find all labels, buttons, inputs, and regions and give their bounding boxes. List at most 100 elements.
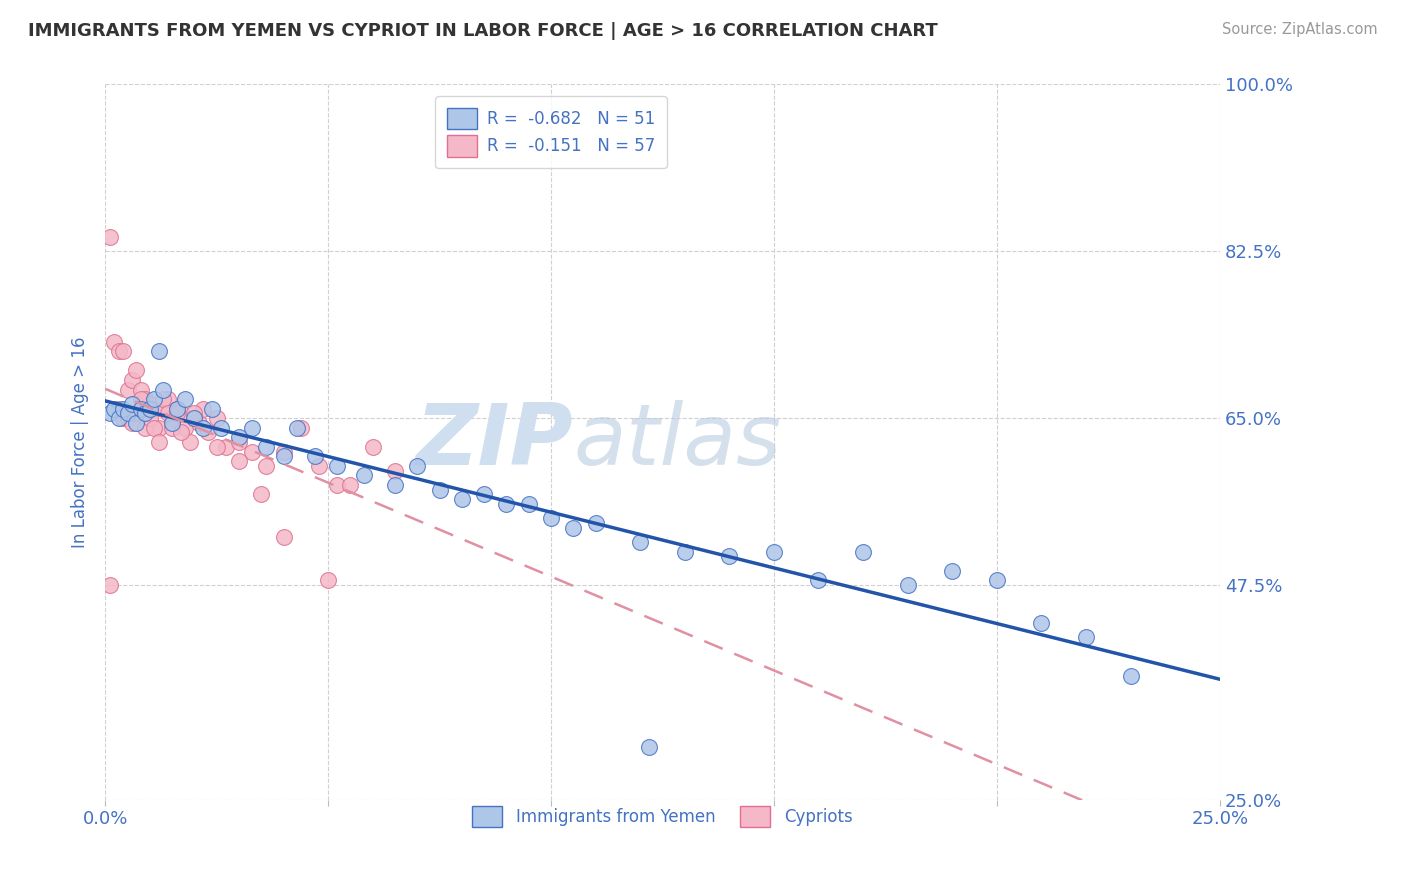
Point: [193, 420, 215, 434]
Point: [134, 420, 156, 434]
Point: [228, 454, 250, 468]
Point: [361, 440, 384, 454]
Point: [762, 544, 785, 558]
Point: [143, 401, 166, 416]
Point: [254, 440, 277, 454]
Point: [562, 521, 585, 535]
Point: [148, 420, 170, 434]
Point: [228, 430, 250, 444]
Point: [160, 420, 183, 434]
Point: [170, 425, 193, 440]
Point: [179, 434, 201, 449]
Point: [103, 401, 125, 416]
Point: [121, 416, 143, 430]
Point: [129, 383, 152, 397]
Point: [718, 549, 741, 564]
Point: [384, 464, 406, 478]
Point: [125, 406, 148, 420]
Point: [290, 420, 312, 434]
Point: [107, 401, 129, 416]
Point: [1119, 668, 1142, 682]
Point: [197, 425, 219, 440]
Point: [1074, 631, 1097, 645]
Point: [517, 497, 540, 511]
Point: [326, 458, 349, 473]
Point: [214, 440, 236, 454]
Point: [121, 373, 143, 387]
Point: [628, 535, 651, 549]
Point: [139, 401, 162, 416]
Point: [174, 420, 197, 434]
Point: [121, 397, 143, 411]
Point: [148, 344, 170, 359]
Point: [285, 420, 308, 434]
Point: [897, 578, 920, 592]
Point: [160, 416, 183, 430]
Point: [125, 363, 148, 377]
Point: [540, 511, 562, 525]
Point: [170, 406, 193, 420]
Point: [98, 406, 121, 420]
Point: [308, 458, 330, 473]
Point: [941, 564, 963, 578]
Point: [129, 392, 152, 406]
Point: [117, 383, 139, 397]
Point: [152, 401, 174, 416]
Point: [228, 434, 250, 449]
Point: [201, 401, 224, 416]
Point: [139, 397, 162, 411]
Point: [152, 383, 174, 397]
Point: [156, 406, 179, 420]
Point: [384, 478, 406, 492]
Point: [495, 497, 517, 511]
Point: [326, 478, 349, 492]
Point: [107, 344, 129, 359]
Point: [98, 230, 121, 244]
Point: [273, 444, 295, 458]
Point: [148, 434, 170, 449]
Point: [585, 516, 607, 530]
Point: [406, 458, 429, 473]
Point: [209, 420, 232, 434]
Point: [205, 440, 228, 454]
Point: [103, 334, 125, 349]
Point: [638, 740, 661, 755]
Point: [143, 392, 166, 406]
Point: [107, 411, 129, 425]
Point: [143, 420, 166, 434]
Point: [129, 401, 152, 416]
Point: [673, 544, 696, 558]
Point: [250, 487, 273, 501]
Point: [166, 401, 188, 416]
Point: [254, 458, 277, 473]
Point: [807, 573, 830, 587]
Point: [205, 411, 228, 425]
Point: [353, 468, 375, 483]
Point: [316, 573, 339, 587]
Point: [339, 478, 361, 492]
Point: [112, 411, 135, 425]
Point: [187, 416, 209, 430]
Point: [117, 406, 139, 420]
Point: [240, 444, 263, 458]
Point: [183, 406, 205, 420]
Point: [139, 411, 162, 425]
Legend: Immigrants from Yemen, Cypriots: Immigrants from Yemen, Cypriots: [465, 799, 859, 834]
Point: [183, 411, 205, 425]
Text: Source: ZipAtlas.com: Source: ZipAtlas.com: [1222, 22, 1378, 37]
Point: [450, 492, 472, 507]
Text: atlas: atlas: [574, 401, 782, 483]
Point: [240, 420, 263, 434]
Y-axis label: In Labor Force | Age > 16: In Labor Force | Age > 16: [72, 336, 89, 548]
Point: [152, 392, 174, 406]
Point: [852, 544, 875, 558]
Point: [183, 411, 205, 425]
Point: [166, 406, 188, 420]
Point: [986, 573, 1008, 587]
Point: [98, 578, 121, 592]
Point: [112, 401, 135, 416]
Point: [1031, 616, 1053, 631]
Point: [166, 401, 188, 416]
Point: [160, 411, 183, 425]
Point: [174, 392, 197, 406]
